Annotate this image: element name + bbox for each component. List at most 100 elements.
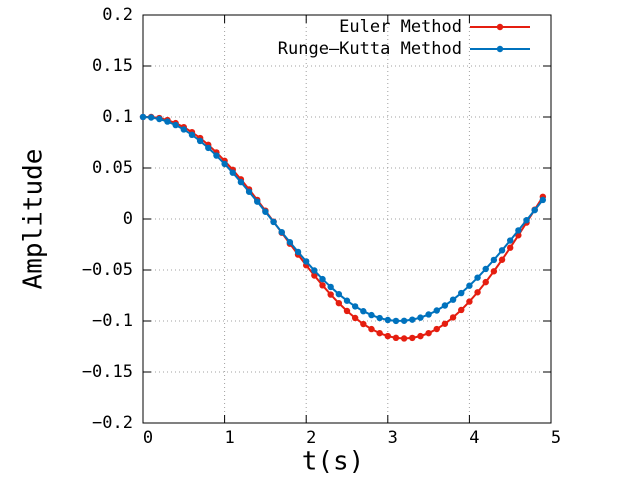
data-point <box>400 335 408 342</box>
data-point <box>417 314 424 321</box>
x-tick-label: 0 <box>143 428 153 448</box>
data-point <box>156 115 163 123</box>
data-point <box>376 329 383 337</box>
data-point <box>311 272 318 279</box>
legend-marker <box>496 23 504 31</box>
data-point <box>466 298 473 305</box>
data-point <box>458 306 465 314</box>
data-point <box>351 303 359 310</box>
data-point <box>539 196 547 204</box>
data-point <box>237 178 245 186</box>
data-point <box>425 329 432 337</box>
x-tick-label: 4 <box>469 428 479 448</box>
data-point <box>229 169 236 176</box>
data-point <box>360 320 367 328</box>
x-tick-label: 2 <box>306 428 316 448</box>
y-tick-label: 0.15 <box>92 56 133 76</box>
data-point <box>466 282 473 289</box>
data-point <box>343 307 351 315</box>
data-point <box>490 256 498 264</box>
data-point <box>327 291 334 298</box>
data-point <box>311 267 318 274</box>
data-point <box>139 113 147 121</box>
plot-border <box>142 14 552 424</box>
y-tick-label: −0.2 <box>92 413 133 433</box>
data-point <box>441 302 449 309</box>
data-point <box>392 334 400 342</box>
data-point <box>368 325 375 333</box>
data-point <box>254 198 261 205</box>
y-tick-label: 0 <box>123 209 133 229</box>
data-point <box>507 237 514 244</box>
data-point <box>245 188 253 195</box>
legend-label: Euler Method <box>339 17 462 37</box>
data-point <box>490 268 498 275</box>
y-tick-label: 0.05 <box>92 158 133 178</box>
data-point <box>409 316 416 323</box>
data-point <box>327 283 334 291</box>
y-tick-label: 0.1 <box>102 107 133 127</box>
data-point <box>205 144 212 152</box>
data-point <box>433 325 440 333</box>
data-point <box>498 256 506 263</box>
data-point <box>213 152 220 159</box>
data-point <box>384 316 391 324</box>
data-point <box>164 118 171 125</box>
data-point <box>376 314 383 322</box>
data-point <box>433 307 440 314</box>
data-point <box>474 274 481 281</box>
data-point <box>335 299 343 307</box>
data-point <box>188 131 196 139</box>
legend-marker <box>496 45 504 53</box>
data-point <box>262 208 269 215</box>
data-point <box>449 296 457 303</box>
data-point <box>409 334 416 342</box>
data-point <box>319 275 326 283</box>
x-tick-label: 3 <box>388 428 398 448</box>
data-point <box>482 278 489 286</box>
data-point <box>343 297 351 304</box>
data-point <box>425 311 432 318</box>
legend-label: Runge–Kutta Method <box>278 39 462 59</box>
data-point <box>417 332 424 340</box>
y-tick-label: 0.2 <box>102 5 133 25</box>
data-point <box>196 137 204 145</box>
data-point <box>147 114 155 121</box>
data-point <box>270 218 277 226</box>
data-point <box>474 289 481 296</box>
y-tick-label: −0.15 <box>82 362 133 382</box>
x-axis-label: t(s) <box>302 447 365 477</box>
data-point <box>384 332 391 340</box>
y-tick-label: −0.05 <box>82 260 133 280</box>
data-point <box>449 314 457 321</box>
data-point <box>507 244 514 251</box>
data-point <box>360 308 367 315</box>
data-point <box>319 282 326 289</box>
y-axis-label: Amplitude <box>19 149 49 290</box>
data-point <box>172 121 179 129</box>
data-point <box>531 206 538 214</box>
data-point <box>368 311 375 319</box>
data-point <box>351 314 359 322</box>
data-point <box>523 217 530 224</box>
x-tick-label: 5 <box>551 428 561 448</box>
data-point <box>392 317 400 325</box>
data-point <box>221 160 228 168</box>
data-point <box>458 289 465 297</box>
data-point <box>180 126 187 133</box>
data-point <box>498 247 506 254</box>
data-point <box>286 238 294 246</box>
data-point <box>303 258 310 265</box>
data-point <box>441 320 449 327</box>
x-tick-label: 1 <box>224 428 234 448</box>
y-tick-label: −0.1 <box>92 311 133 331</box>
data-point <box>482 265 489 273</box>
data-point <box>278 228 285 236</box>
data-point <box>335 290 343 298</box>
data-point <box>294 248 302 256</box>
data-point <box>515 227 522 234</box>
data-point <box>400 317 408 324</box>
